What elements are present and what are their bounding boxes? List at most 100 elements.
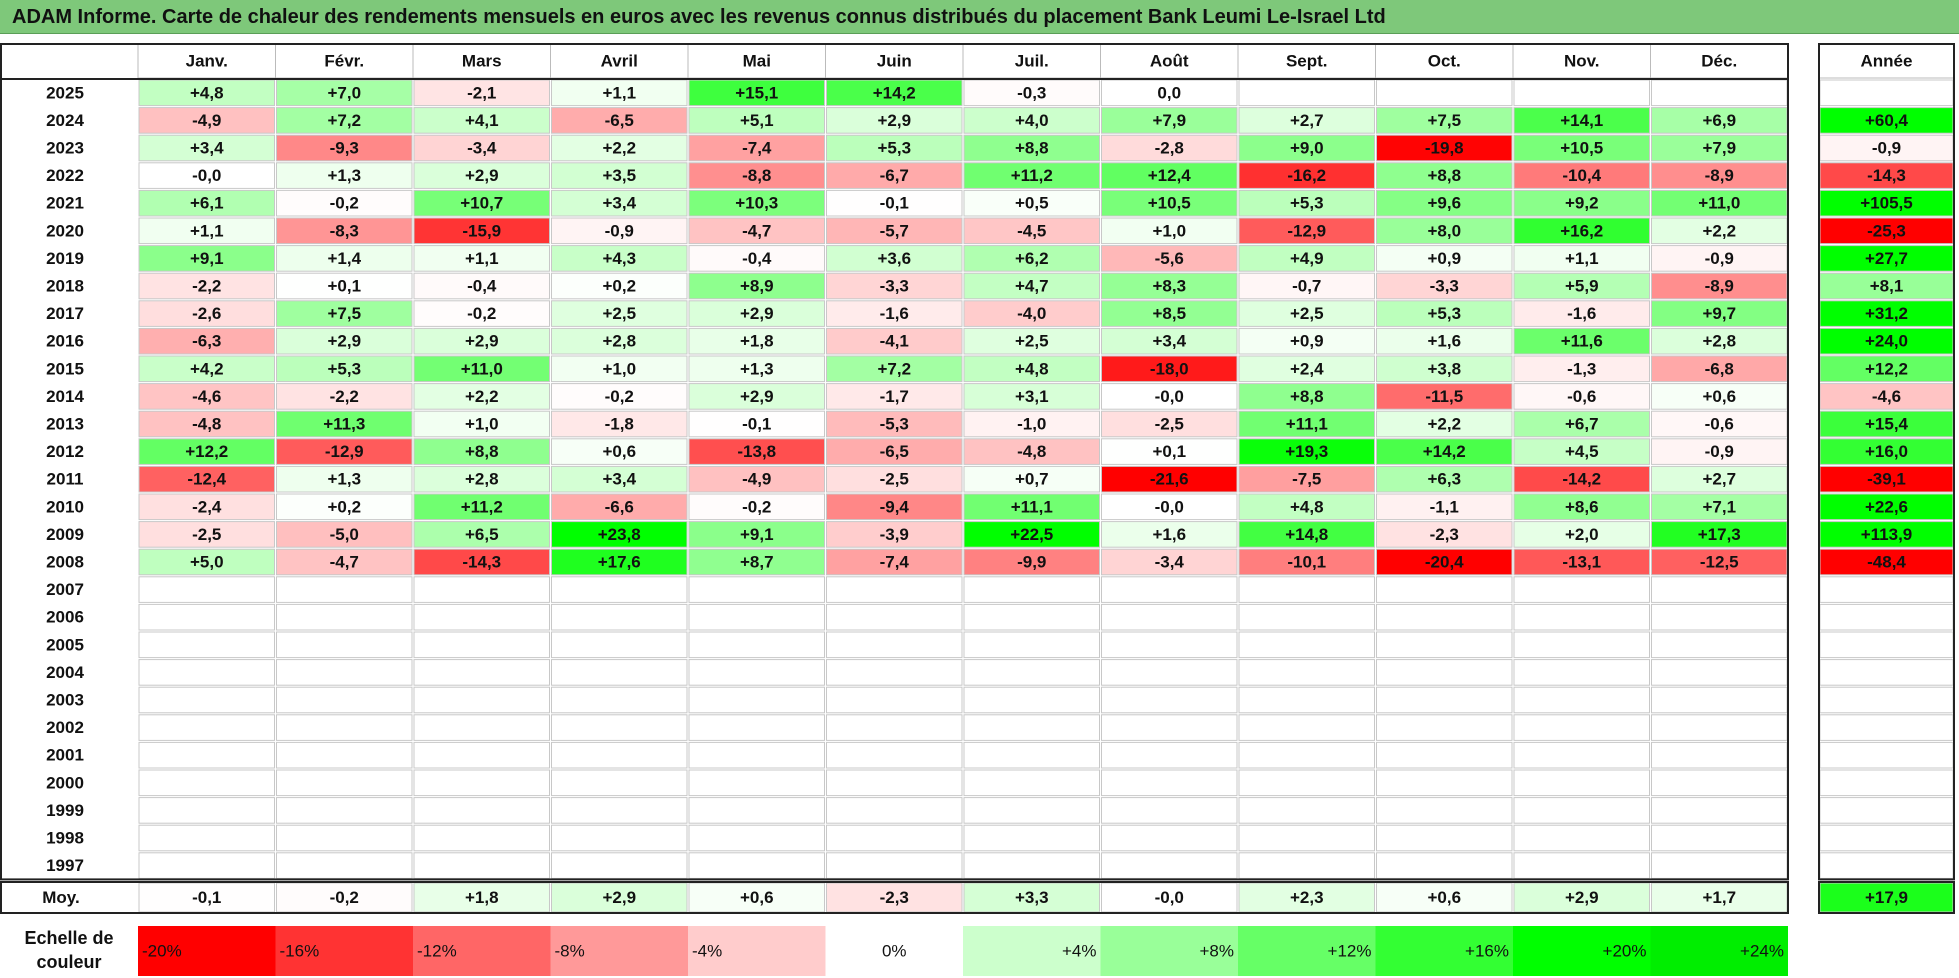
average-value: +1,8 xyxy=(465,888,499,907)
heat-cell xyxy=(963,686,1100,714)
heat-cell xyxy=(1238,245,1375,272)
cell-value: -8,9 xyxy=(1705,277,1734,296)
average-cell xyxy=(413,882,550,913)
heat-cell xyxy=(551,79,688,107)
heat-cell xyxy=(551,769,688,797)
month-header-9: Sept. xyxy=(1286,52,1328,71)
annual-value: -14,3 xyxy=(1867,166,1906,185)
cell-value: +3,4 xyxy=(602,194,636,213)
cell-value: +11,2 xyxy=(1011,166,1053,185)
cell-value: +11,0 xyxy=(461,359,503,378)
heat-cell xyxy=(413,824,550,852)
scale-swatch xyxy=(275,926,413,976)
heat-cell xyxy=(826,769,963,797)
scale-swatch xyxy=(825,926,963,976)
heat-cell xyxy=(1238,107,1375,134)
cell-value: -12,4 xyxy=(187,470,226,489)
cell-value: -3,9 xyxy=(880,525,909,544)
heat-cell xyxy=(1101,134,1238,162)
heat-cell xyxy=(138,824,275,852)
scale-swatch xyxy=(688,926,826,976)
heat-cell xyxy=(826,383,963,410)
heat-cell xyxy=(1238,79,1375,107)
heat-cell xyxy=(963,162,1100,189)
heat-cell xyxy=(826,162,963,189)
month-header-3: Mars xyxy=(462,52,502,71)
heat-cell xyxy=(826,272,963,300)
heat-cell xyxy=(963,741,1100,769)
cell-value: -18,0 xyxy=(1150,359,1189,378)
heat-cell xyxy=(963,107,1100,134)
scale-label: +20% xyxy=(1603,942,1647,961)
cell-value: -5,6 xyxy=(1155,249,1184,268)
heat-cell xyxy=(1101,438,1238,465)
cell-value: -4,7 xyxy=(742,221,771,240)
cell-value: +1,8 xyxy=(740,332,774,351)
heat-cell xyxy=(1376,383,1513,410)
heat-cell xyxy=(1376,134,1513,162)
cell-value: +9,0 xyxy=(1290,139,1324,158)
heat-cell xyxy=(276,162,413,189)
scale-swatch xyxy=(550,926,688,976)
cell-value: -0,6 xyxy=(1567,387,1596,406)
heat-cell xyxy=(1513,548,1650,576)
heat-cell xyxy=(688,631,825,659)
heat-cell xyxy=(688,741,825,769)
heat-cell xyxy=(688,272,825,300)
heat-cell xyxy=(138,383,275,410)
average-cell xyxy=(138,882,275,913)
heat-cell xyxy=(551,217,688,245)
cell-value: +8,8 xyxy=(465,442,499,461)
heat-cell xyxy=(413,79,550,107)
heat-cell xyxy=(1238,355,1375,383)
heat-cell xyxy=(1101,603,1238,631)
cell-value: -9,4 xyxy=(880,497,910,516)
heat-cell xyxy=(963,576,1100,603)
average-annual-value: +17,9 xyxy=(1865,888,1908,907)
cell-value: -20,4 xyxy=(1425,553,1464,572)
year-label: 2005 xyxy=(46,635,84,654)
cell-value: +0,5 xyxy=(1015,194,1049,213)
cell-value: +11,1 xyxy=(1286,415,1328,434)
heat-cell xyxy=(276,383,413,410)
cell-value: -2,3 xyxy=(1430,525,1459,544)
heat-cell xyxy=(963,245,1100,272)
cell-value: -0,9 xyxy=(605,221,634,240)
month-header-5: Mai xyxy=(743,52,771,71)
cell-value: -0,4 xyxy=(467,277,497,296)
annual-cell xyxy=(1819,714,1954,741)
cell-value: +4,3 xyxy=(602,249,636,268)
cell-value: -4,8 xyxy=(192,415,221,434)
cell-value: -5,3 xyxy=(880,415,909,434)
cell-value: -4,5 xyxy=(1017,221,1046,240)
heat-cell xyxy=(276,741,413,769)
cell-value: -2,5 xyxy=(192,525,221,544)
cell-value: -6,5 xyxy=(605,111,634,130)
heat-cell xyxy=(1238,162,1375,189)
cell-value: -1,8 xyxy=(605,415,634,434)
heat-cell xyxy=(1651,824,1788,852)
cell-value: +2,9 xyxy=(465,332,499,351)
heat-cell xyxy=(551,576,688,603)
cell-value: +8,5 xyxy=(1152,304,1186,323)
heat-cell xyxy=(1513,631,1650,659)
heat-cell xyxy=(276,355,413,383)
heat-cell xyxy=(688,465,825,493)
heat-cell xyxy=(1513,438,1650,465)
heat-cell xyxy=(1101,686,1238,714)
heat-cell xyxy=(413,769,550,797)
heat-cell xyxy=(551,300,688,327)
heat-cell xyxy=(826,465,963,493)
cell-value: -13,8 xyxy=(737,442,776,461)
year-label: 2000 xyxy=(46,773,84,792)
heat-cell xyxy=(1513,603,1650,631)
heat-cell xyxy=(826,631,963,659)
cell-value: +2,9 xyxy=(740,304,774,323)
heat-cell xyxy=(1238,465,1375,493)
cell-value: +2,5 xyxy=(602,304,636,323)
heat-cell xyxy=(138,521,275,548)
heat-cell xyxy=(1238,383,1375,410)
heat-cell xyxy=(1513,714,1650,741)
heat-cell xyxy=(1101,410,1238,438)
cell-value: +9,1 xyxy=(190,249,224,268)
